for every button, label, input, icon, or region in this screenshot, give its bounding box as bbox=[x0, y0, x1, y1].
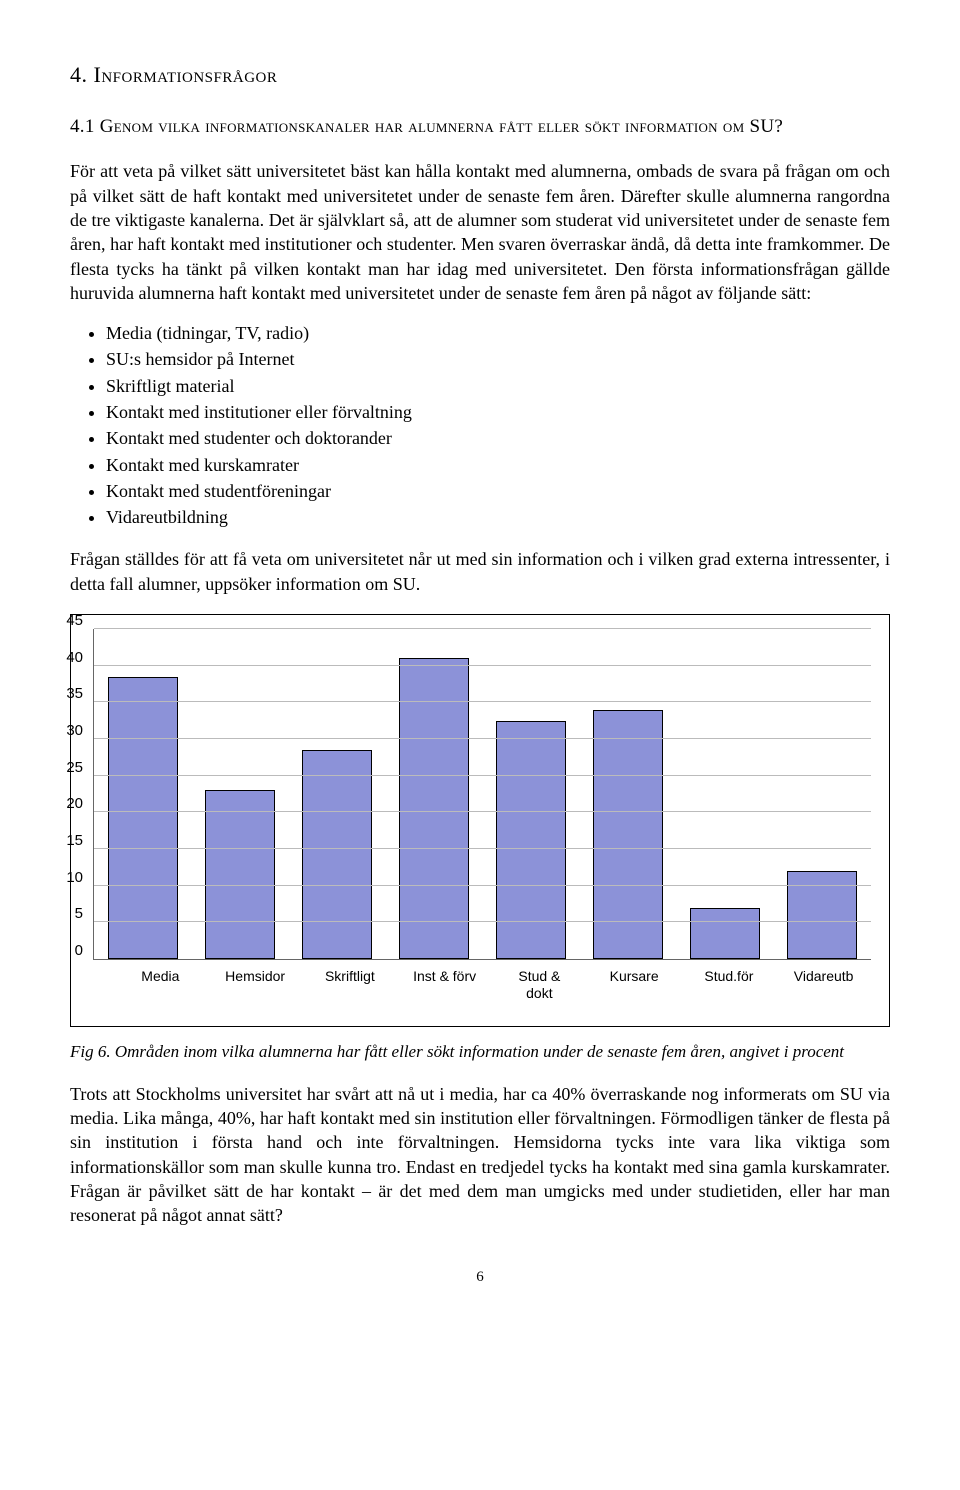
subsection-heading: 4.1 Genom vilka informationskanaler har … bbox=[70, 114, 890, 140]
chart-bar bbox=[108, 677, 178, 959]
chart-x-label: Stud & dokt bbox=[492, 968, 587, 1002]
chart-x-label: Inst & förv bbox=[397, 968, 492, 1002]
bullet-item: SU:s hemsidor på Internet bbox=[106, 347, 890, 371]
chart-x-label: Kursare bbox=[587, 968, 682, 1002]
bullet-item: Vidareutbildning bbox=[106, 505, 890, 529]
section-heading: 4. Informationsfrågor bbox=[70, 60, 890, 90]
figure-caption: Fig 6. Områden inom vilka alumnerna har … bbox=[70, 1041, 890, 1064]
chart-x-label: Vidareutb bbox=[776, 968, 871, 1002]
chart-x-label: Media bbox=[113, 968, 208, 1002]
chart-bar bbox=[399, 658, 469, 959]
chart-x-label: Hemsidor bbox=[208, 968, 303, 1002]
chart-x-label: Skriftligt bbox=[303, 968, 398, 1002]
chart-x-label: Stud.för bbox=[682, 968, 777, 1002]
bullet-item: Kontakt med kurskamrater bbox=[106, 453, 890, 477]
chart-bar bbox=[496, 721, 566, 959]
paragraph-2: Frågan ställdes för att få veta om unive… bbox=[70, 547, 890, 596]
bullet-list: Media (tidningar, TV, radio)SU:s hemsido… bbox=[106, 321, 890, 529]
bar-chart: 051015202530354045 MediaHemsidorSkriftli… bbox=[70, 614, 890, 1027]
chart-x-labels: MediaHemsidorSkriftligtInst & förvStud &… bbox=[113, 968, 871, 1002]
bullet-item: Media (tidningar, TV, radio) bbox=[106, 321, 890, 345]
chart-bar bbox=[302, 750, 372, 959]
chart-bar bbox=[205, 790, 275, 959]
bullet-item: Kontakt med studenter och doktorander bbox=[106, 426, 890, 450]
page-number: 6 bbox=[70, 1267, 890, 1287]
paragraph-1: För att veta på vilket sätt universitete… bbox=[70, 159, 890, 305]
chart-plot-area bbox=[93, 629, 871, 960]
bullet-item: Kontakt med institutioner eller förvaltn… bbox=[106, 400, 890, 424]
chart-bar bbox=[690, 908, 760, 959]
chart-bars bbox=[94, 629, 871, 959]
bullet-item: Kontakt med studentföreningar bbox=[106, 479, 890, 503]
bullet-item: Skriftligt material bbox=[106, 374, 890, 398]
paragraph-3: Trots att Stockholms universitet har svå… bbox=[70, 1082, 890, 1228]
chart-y-axis: 051015202530354045 bbox=[83, 629, 93, 959]
